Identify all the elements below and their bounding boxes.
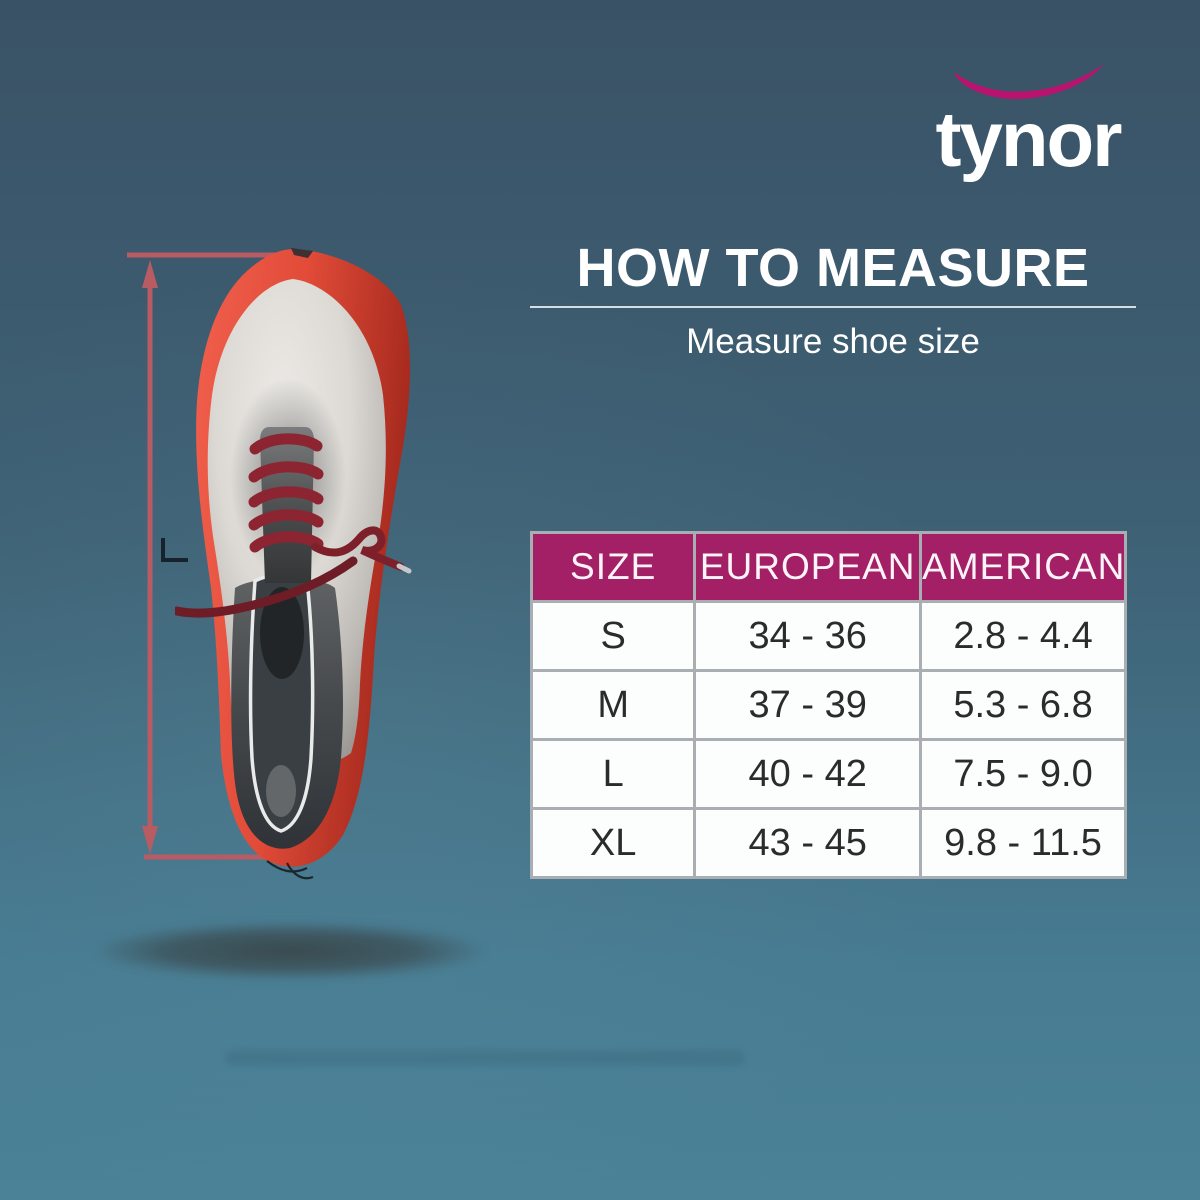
brand-logo: tynor [913, 40, 1143, 183]
size-chart-row-s: S 34 - 36 2.8 - 4.4 [529, 600, 1127, 672]
cell-american: 9.8 - 11.5 [919, 807, 1127, 879]
cell-size: S [529, 600, 697, 672]
size-chart-table: SIZE EUROPEAN AMERICAN S 34 - 36 2.8 - 4… [529, 531, 1127, 879]
size-chart-header-row: SIZE EUROPEAN AMERICAN [529, 531, 1127, 603]
cell-european: 37 - 39 [693, 669, 923, 741]
cell-european: 43 - 45 [693, 807, 923, 879]
column-header-size: SIZE [529, 531, 697, 603]
size-chart-row-m: M 37 - 39 5.3 - 6.8 [529, 669, 1127, 741]
tynor-swoosh-icon [954, 64, 1104, 99]
cell-american: 5.3 - 6.8 [919, 669, 1127, 741]
page-subtitle: Measure shoe size [686, 322, 980, 361]
title-divider [530, 306, 1136, 308]
content-column: HOW TO MEASURE Measure shoe size [530, 240, 1136, 363]
page-title: HOW TO MEASURE [576, 238, 1090, 298]
shoe-top-view-icon [175, 248, 412, 880]
cell-size: M [529, 669, 697, 741]
cell-european: 34 - 36 [693, 600, 923, 672]
cell-european: 40 - 42 [693, 738, 923, 810]
column-header-american: AMERICAN [919, 531, 1127, 603]
size-chart-row-xl: XL 43 - 45 9.8 - 11.5 [529, 807, 1127, 879]
background-watermark-band [225, 1050, 745, 1066]
shoe-shadow [95, 922, 485, 980]
cell-american: 7.5 - 9.0 [919, 738, 1127, 810]
cell-size: XL [529, 807, 697, 879]
cell-american: 2.8 - 4.4 [919, 600, 1127, 672]
size-chart-row-l: L 40 - 42 7.5 - 9.0 [529, 738, 1127, 810]
column-header-european: EUROPEAN [693, 531, 923, 603]
cell-size: L [529, 738, 697, 810]
brand-logo-text: tynor [935, 95, 1123, 183]
